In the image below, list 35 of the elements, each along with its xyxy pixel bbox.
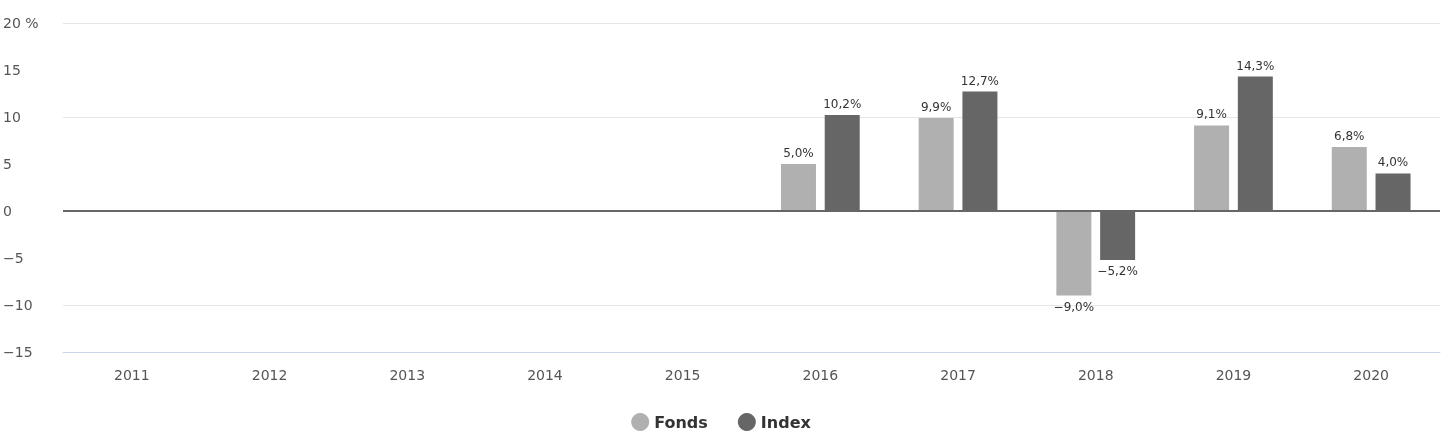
data-label: 6,8% (1334, 129, 1365, 144)
y-tick-label: 0 (3, 203, 12, 219)
data-label: 5,0% (783, 146, 814, 160)
bar (1056, 211, 1092, 296)
x-tick-label: 2012 (251, 367, 288, 383)
x-tick-label: 2019 (1215, 367, 1252, 383)
legend-label: Fonds (654, 412, 708, 432)
x-tick-label: 2015 (664, 367, 701, 383)
x-tick-label: 2020 (1353, 367, 1389, 383)
x-tick-label: 2017 (940, 367, 976, 383)
bar (780, 164, 816, 211)
y-tick-label: −15 (3, 344, 33, 360)
y-tick-label: 5 (3, 156, 12, 172)
data-label: 12,7% (960, 73, 999, 88)
y-tick-label: 10 (3, 109, 21, 125)
bar (1194, 125, 1230, 211)
data-label: 9,1% (1196, 107, 1227, 122)
data-label: 14,3% (1236, 58, 1275, 73)
x-tick-label: 2013 (389, 367, 426, 383)
data-label: 9,9% (920, 99, 952, 114)
x-tick-label: 2011 (114, 367, 150, 383)
bar (918, 117, 954, 211)
y-tick-label: 15 (3, 62, 21, 78)
legend-label: Index (760, 412, 812, 432)
data-label: 10,2% (823, 97, 862, 112)
bar (1331, 147, 1367, 211)
x-tick-label: 2014 (527, 367, 563, 383)
y-tick-label: 20 % (3, 15, 39, 31)
data-label: 4,0% (1377, 155, 1409, 170)
y-tick-label: −10 (3, 297, 33, 313)
data-label: −5,2% (1097, 263, 1138, 278)
x-tick-label: 2018 (1077, 367, 1114, 383)
data-label: −9,0% (1053, 299, 1095, 314)
y-tick-label: −5 (3, 250, 24, 266)
x-tick-label: 2016 (802, 367, 839, 383)
